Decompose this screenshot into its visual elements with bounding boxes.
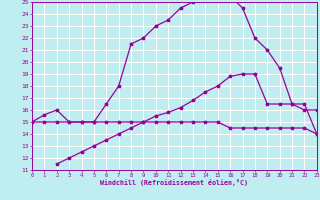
X-axis label: Windchill (Refroidissement éolien,°C): Windchill (Refroidissement éolien,°C) bbox=[100, 179, 248, 186]
